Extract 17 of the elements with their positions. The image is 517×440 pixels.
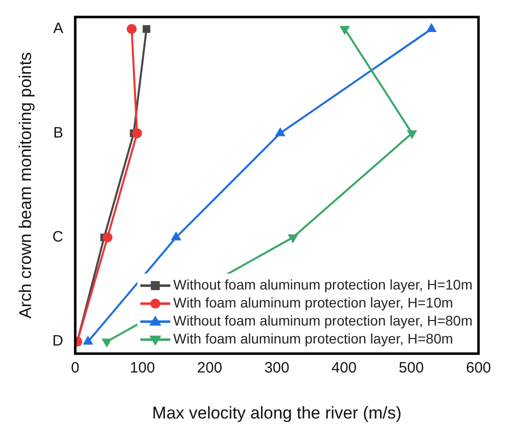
x-tick-label: 400 bbox=[332, 360, 357, 377]
x-tick-label: 0 bbox=[71, 360, 80, 377]
legend-label: Without foam aluminum protection layer, H=80m bbox=[173, 312, 472, 328]
legend-label: With foam aluminum protection layer, H=10m bbox=[173, 294, 454, 310]
legend-label: With foam aluminum protection layer, H=80m bbox=[173, 330, 454, 346]
y-tick-label: B bbox=[53, 124, 64, 142]
x-tick-label: 200 bbox=[197, 360, 222, 377]
y-axis-title: Arch crown beam monitoring points bbox=[16, 52, 35, 319]
x-tick-label: 600 bbox=[466, 360, 491, 377]
y-tick-label: D bbox=[52, 332, 64, 350]
x-tick-label: 500 bbox=[398, 360, 424, 377]
x-tick-label: 100 bbox=[130, 360, 155, 377]
y-tick-label: C bbox=[52, 228, 64, 246]
x-axis-title: Max velocity along the river (m/s) bbox=[152, 403, 402, 422]
legend-label: Without foam aluminum protection layer, H=10m bbox=[173, 276, 472, 292]
x-tick-label: 300 bbox=[264, 360, 290, 377]
y-tick-label: A bbox=[53, 20, 64, 38]
